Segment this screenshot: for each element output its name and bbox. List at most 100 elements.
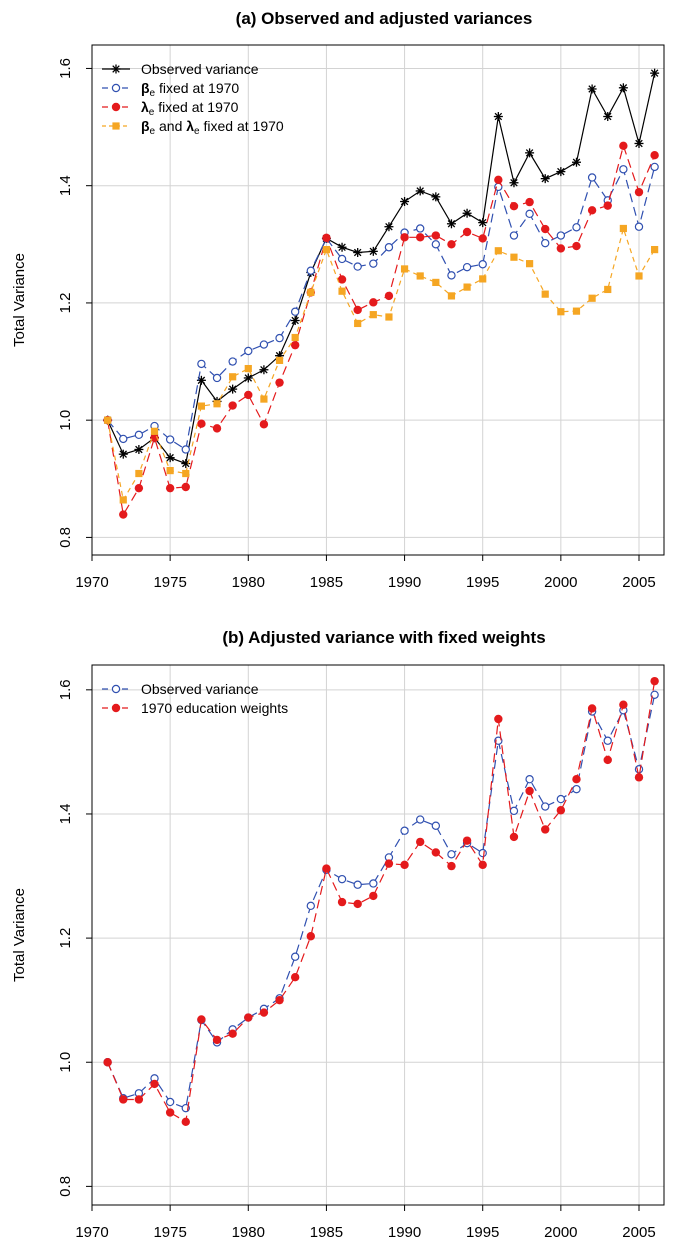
data-point	[369, 298, 378, 307]
legend-item: Observed variance	[102, 61, 259, 77]
data-point	[604, 285, 612, 294]
data-point	[447, 850, 456, 859]
x-tick-label: 1980	[232, 1224, 265, 1241]
data-point	[571, 157, 581, 167]
data-point	[119, 510, 128, 519]
data-point	[619, 141, 628, 151]
data-point	[494, 714, 503, 724]
data-point	[415, 837, 425, 847]
legend-item: Observed variance	[102, 681, 259, 697]
data-point	[368, 246, 378, 256]
data-point	[478, 860, 487, 870]
data-point	[556, 244, 566, 253]
data-point	[587, 704, 597, 713]
data-point	[587, 173, 597, 182]
data-point	[337, 897, 347, 907]
legend-item: βe and λe fixed at 1970	[102, 118, 284, 137]
legend: Observed variance 1970 education weights	[102, 681, 288, 716]
data-point	[462, 227, 472, 237]
plot-frame	[91, 664, 665, 1206]
data-point	[494, 247, 502, 255]
data-point	[556, 231, 566, 240]
data-point	[415, 186, 425, 196]
data-point	[431, 821, 441, 830]
data-point	[416, 272, 424, 280]
legend-marker	[111, 83, 121, 93]
x-tick-label: 2000	[544, 574, 577, 591]
data-point	[463, 283, 471, 291]
data-point	[384, 222, 394, 232]
data-point	[290, 307, 300, 316]
data-point	[369, 311, 377, 319]
data-point	[259, 420, 269, 429]
data-point	[259, 365, 269, 375]
x-tick-label: 1990	[388, 1224, 421, 1241]
x-tick-label: 1985	[310, 1224, 343, 1241]
data-point	[165, 483, 175, 493]
data-point	[509, 202, 519, 211]
data-point	[134, 430, 144, 440]
x-tick-label: 1970	[75, 574, 108, 591]
data-point	[118, 449, 128, 459]
data-point	[415, 815, 425, 824]
x-axis: 1970 1975 1980 1985 1990 1995 2000 2005	[75, 555, 656, 591]
data-point	[290, 973, 300, 982]
data-point	[166, 466, 174, 475]
data-point	[525, 148, 535, 158]
data-point	[134, 483, 144, 493]
series-line	[107, 681, 656, 1123]
data-point	[618, 83, 628, 93]
data-point	[431, 848, 441, 857]
data-point	[213, 400, 221, 408]
y-tick-label: 1.4	[57, 175, 74, 196]
data-point	[572, 784, 581, 794]
data-point	[415, 233, 425, 242]
data-point	[306, 901, 315, 911]
data-point	[541, 825, 550, 834]
data-point	[229, 373, 237, 381]
y-tick-label: 1.6	[57, 58, 74, 79]
data-point	[354, 319, 362, 328]
data-point	[650, 676, 659, 686]
data-point	[385, 313, 393, 321]
data-point	[259, 340, 269, 349]
data-point	[478, 218, 488, 228]
data-point	[165, 453, 175, 463]
data-point	[619, 700, 628, 709]
data-point	[415, 224, 425, 233]
data-point	[384, 291, 394, 301]
y-tick-label: 0.8	[57, 1176, 74, 1197]
data-point	[431, 192, 441, 202]
data-point	[509, 806, 519, 816]
y-axis: 0.8 1.0 1.2 1.4 1.6	[57, 679, 92, 1197]
data-point	[134, 1095, 144, 1104]
data-point	[650, 690, 659, 699]
data-point	[369, 259, 378, 268]
data-point	[509, 178, 519, 188]
legend-item: βe fixed at 1970	[102, 80, 239, 99]
data-point	[353, 305, 362, 315]
data-point	[540, 174, 550, 184]
data-point	[290, 340, 300, 350]
data-point	[150, 1079, 159, 1089]
chart-title: (b) Adjusted variance with fixed weights	[222, 628, 545, 647]
data-point	[150, 433, 159, 442]
data-point	[634, 765, 644, 774]
data-point	[634, 222, 644, 231]
data-point	[165, 1108, 175, 1117]
data-point	[588, 294, 596, 302]
data-point	[306, 266, 315, 275]
data-point	[447, 292, 456, 300]
data-point	[337, 275, 347, 284]
data-point	[509, 832, 519, 842]
data-point	[525, 260, 534, 268]
legend-label: Observed variance	[141, 61, 259, 77]
data-point	[447, 861, 456, 871]
y-axis-label: Total Variance	[11, 253, 28, 347]
data-point	[400, 265, 409, 273]
data-point	[197, 419, 206, 428]
data-point	[478, 260, 487, 269]
data-point	[322, 864, 331, 873]
data-point	[634, 138, 644, 148]
data-point	[181, 482, 190, 492]
